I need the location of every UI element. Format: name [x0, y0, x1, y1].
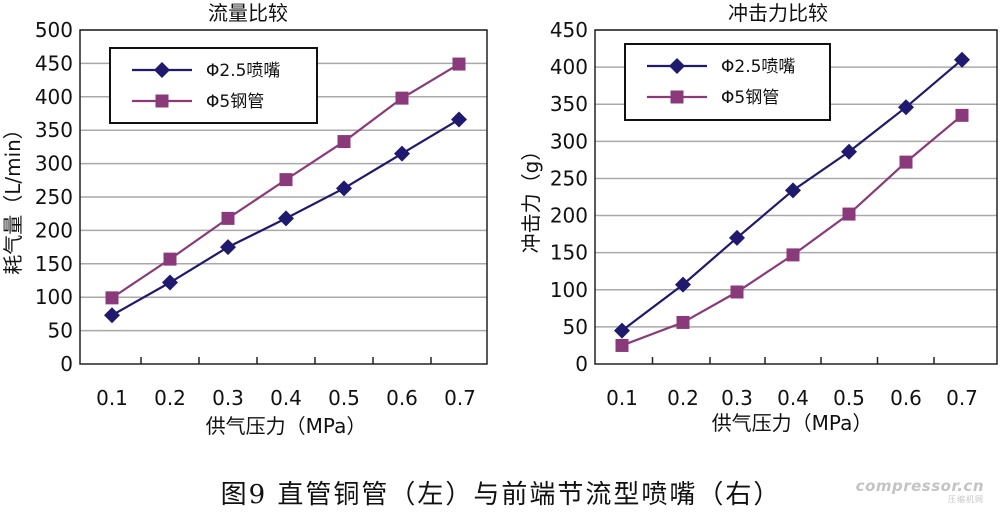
data-point-square: [452, 57, 466, 71]
y-tick-label: 450: [550, 18, 588, 42]
data-point-square: [786, 248, 800, 262]
legend-box: [624, 43, 831, 121]
data-point-square: [899, 155, 913, 169]
series-line: [621, 114, 963, 347]
data-point-diamond: [220, 239, 236, 256]
data-point-diamond: [675, 276, 691, 293]
figure-caption: 图9 直管铜管（左）与前端节流型喷嘴（右）: [220, 480, 782, 510]
x-tick-label: 0.6: [890, 386, 922, 410]
y-tick-label: 500: [35, 18, 73, 42]
y-tick-label: 150: [550, 241, 588, 265]
data-point-diamond: [162, 274, 178, 291]
y-tick-label: 150: [35, 252, 73, 276]
legend-marker-diamond: [669, 58, 685, 74]
data-point-diamond: [336, 180, 352, 197]
legend-entry: Φ5钢管: [721, 88, 779, 108]
plot-frame: [594, 29, 998, 365]
data-point-diamond: [104, 307, 120, 324]
data-point-square: [221, 211, 235, 225]
data-point-square: [955, 108, 969, 122]
data-point-diamond: [785, 182, 801, 199]
data-point-square: [279, 173, 293, 187]
x-tick-label: 0.6: [386, 386, 418, 410]
y-tick-label: 400: [550, 55, 588, 79]
y-tick-label: 350: [35, 118, 73, 142]
x-tick-label: 0.7: [946, 386, 978, 410]
y-tick-label: 200: [550, 204, 588, 228]
y-tick-label: 400: [35, 85, 73, 109]
x-tick-label: 0.4: [270, 386, 302, 410]
data-point-diamond: [729, 229, 745, 246]
y-tick-label: 250: [550, 166, 588, 190]
data-point-diamond: [451, 111, 467, 128]
y-tick-label: 200: [35, 218, 73, 242]
x-tick-label: 0.7: [444, 386, 476, 410]
y-tick-label: 0: [575, 352, 588, 376]
x-tick-label: 0.1: [96, 386, 128, 410]
data-point-square: [337, 135, 351, 149]
watermark-main: compressor.cn: [855, 477, 984, 495]
y-axis-label: 耗气量（L/min）: [1, 119, 25, 275]
chart-title: 流量比较: [208, 1, 288, 25]
legend-entry: Φ5钢管: [206, 92, 264, 112]
data-point-diamond: [394, 145, 410, 162]
y-tick-label: 350: [550, 92, 588, 116]
data-point-diamond: [278, 210, 294, 227]
plot-frame: [79, 29, 488, 365]
data-point-square: [676, 315, 690, 329]
y-tick-label: 50: [48, 319, 73, 343]
x-tick-label: 0.5: [328, 386, 360, 410]
y-tick-label: 300: [35, 152, 73, 176]
legend-marker-square: [670, 90, 684, 104]
y-tick-label: 0: [60, 352, 73, 376]
legend-entry: Φ2.5喷嘴: [721, 57, 795, 77]
x-axis-label: 供气压力（MPa）: [712, 411, 873, 435]
data-point-diamond: [954, 51, 970, 68]
y-tick-label: 100: [35, 285, 73, 309]
data-point-square: [395, 91, 409, 105]
y-tick-label: 100: [550, 278, 588, 302]
x-tick-label: 0.2: [154, 386, 186, 410]
data-point-square: [842, 207, 856, 221]
x-tick-label: 0.4: [777, 386, 809, 410]
x-tick-label: 0.1: [606, 386, 638, 410]
legend-box: [109, 47, 318, 124]
data-point-square: [730, 285, 744, 299]
x-axis-label: 供气压力（MPa）: [206, 414, 367, 438]
y-tick-label: 250: [35, 185, 73, 209]
data-point-square: [615, 338, 629, 352]
y-axis-label: 冲击力（g）: [519, 141, 543, 254]
x-tick-label: 0.3: [721, 386, 753, 410]
x-tick-label: 0.5: [833, 386, 865, 410]
legend-entry: Φ2.5喷嘴: [206, 61, 280, 81]
y-tick-label: 300: [550, 129, 588, 153]
data-point-diamond: [614, 322, 630, 339]
data-point-diamond: [841, 143, 857, 160]
watermark: compressor.cn 压缩机网: [856, 478, 984, 504]
x-tick-label: 0.2: [667, 386, 699, 410]
chart-title: 冲击力比较: [728, 1, 828, 25]
legend-marker-diamond: [154, 62, 170, 78]
x-tick-label: 0.3: [212, 386, 244, 410]
y-tick-label: 450: [35, 51, 73, 75]
data-point-square: [105, 291, 119, 305]
watermark-sub: 压缩机网: [948, 495, 984, 504]
legend-marker-square: [155, 94, 169, 108]
data-point-diamond: [898, 99, 914, 116]
data-point-square: [163, 252, 177, 266]
y-tick-label: 50: [563, 315, 588, 339]
